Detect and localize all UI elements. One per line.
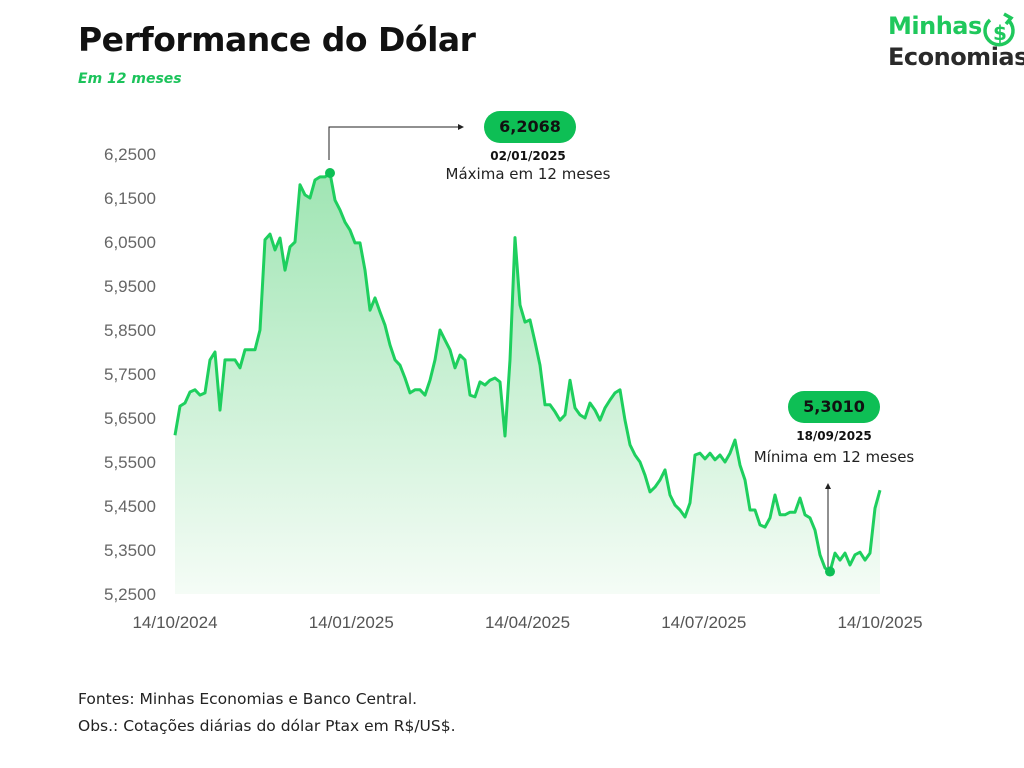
logo: Minhas Economias $ <box>888 12 1024 74</box>
page-title: Performance do Dólar <box>78 20 476 59</box>
x-tick-label: 14/04/2025 <box>485 613 570 632</box>
x-tick-label: 14/01/2025 <box>309 613 394 632</box>
series-line <box>173 171 882 574</box>
y-tick-label: 5,6500 <box>104 409 156 428</box>
x-tick-label: 14/10/2025 <box>837 613 922 632</box>
logo-line2: Economias <box>888 43 1024 71</box>
y-tick-label: 5,4500 <box>104 497 156 516</box>
y-tick-label: 5,2500 <box>104 585 156 604</box>
max-point <box>325 168 335 179</box>
series-area <box>175 173 880 594</box>
min-point <box>825 566 835 577</box>
footer-note: Obs.: Cotações diárias do dólar Ptax em … <box>78 717 456 735</box>
min-value-badge: 5,3010 <box>788 391 880 423</box>
y-tick-label: 6,2500 <box>104 145 156 164</box>
y-tick-label: 6,0500 <box>104 233 156 252</box>
x-tick-label: 14/10/2024 <box>132 613 217 632</box>
max-label: Máxima em 12 meses <box>445 165 611 183</box>
min-date: 18/09/2025 <box>796 429 872 443</box>
y-tick-label: 5,9500 <box>104 277 156 296</box>
max-value-badge: 6,2068 <box>484 111 576 143</box>
footer-sources: Fontes: Minhas Economias e Banco Central… <box>78 690 418 708</box>
dollar-cycle-icon: $ <box>983 12 1015 47</box>
page-subtitle: Em 12 meses <box>78 71 182 87</box>
logo-line1: Minhas <box>888 12 982 40</box>
min-label: Mínima em 12 meses <box>753 448 915 466</box>
max-date: 02/01/2025 <box>490 149 566 163</box>
max-annotation-leader <box>328 124 464 160</box>
y-tick-label: 5,5500 <box>104 453 156 472</box>
x-tick-label: 14/07/2025 <box>661 613 746 632</box>
y-tick-label: 6,1500 <box>104 189 156 208</box>
y-tick-label: 5,7500 <box>104 365 156 384</box>
y-tick-label: 5,3500 <box>104 541 156 560</box>
svg-text:$: $ <box>993 21 1007 45</box>
y-tick-label: 5,8500 <box>104 321 156 340</box>
